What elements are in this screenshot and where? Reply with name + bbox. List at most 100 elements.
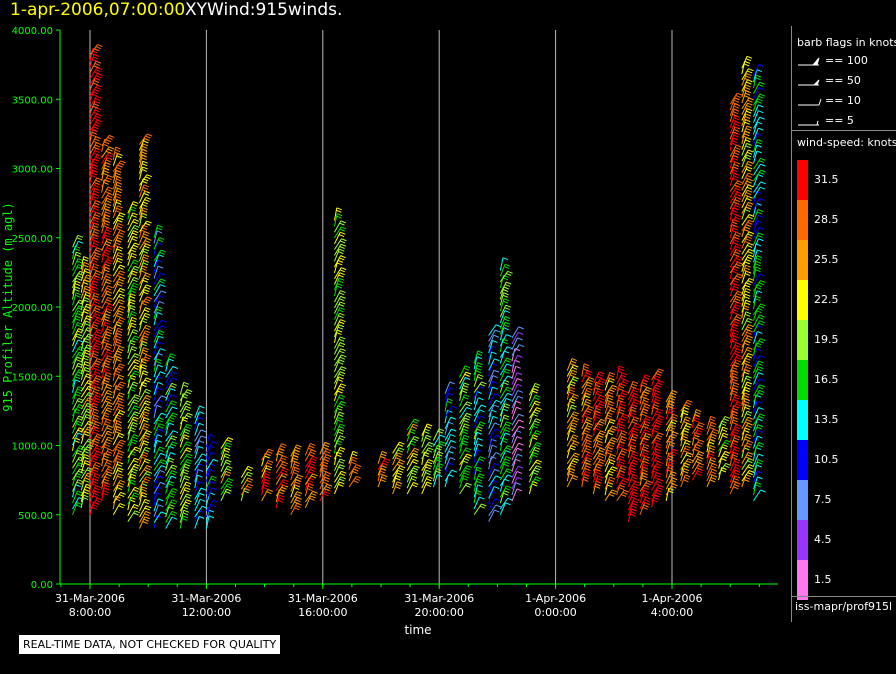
wind-barb bbox=[220, 459, 232, 473]
barb-flag bbox=[426, 481, 433, 485]
barb-shaft bbox=[205, 504, 212, 518]
barb-flag bbox=[396, 481, 403, 485]
barb-flag bbox=[78, 386, 84, 390]
wind-barb bbox=[80, 274, 92, 287]
barb-flag bbox=[535, 400, 541, 404]
barb-flag bbox=[131, 439, 138, 443]
barb-flag bbox=[91, 163, 97, 167]
barb-flag bbox=[619, 440, 625, 444]
wind-barb bbox=[139, 446, 151, 460]
barb-flag bbox=[517, 453, 523, 457]
wind-barb bbox=[112, 239, 121, 254]
wind-barb bbox=[165, 452, 176, 465]
barb-flag bbox=[463, 396, 469, 400]
barb-shaft bbox=[729, 470, 736, 483]
barb-shaft bbox=[473, 356, 478, 370]
barb-shaft bbox=[89, 124, 95, 137]
barb-flag bbox=[722, 435, 728, 438]
wind-barb bbox=[153, 465, 167, 477]
barb-flag bbox=[116, 358, 122, 362]
wind-barb bbox=[153, 306, 163, 320]
barb-flag bbox=[245, 487, 251, 491]
wind-barb bbox=[179, 441, 192, 454]
barb-flag bbox=[268, 448, 274, 452]
wind-barb bbox=[511, 344, 525, 356]
barb-shaft bbox=[80, 454, 85, 468]
wind-barb bbox=[127, 299, 136, 313]
barb-flag bbox=[383, 460, 389, 464]
barb-shaft bbox=[473, 449, 478, 463]
barb-flag bbox=[156, 242, 163, 245]
wind-barb bbox=[616, 365, 625, 379]
barb-flag bbox=[396, 463, 403, 467]
barb-flag bbox=[185, 405, 192, 409]
barb-flag bbox=[712, 431, 718, 435]
barb-flag bbox=[75, 292, 82, 296]
barb-flag bbox=[142, 201, 149, 205]
barb-flag bbox=[132, 421, 138, 425]
barb-flag bbox=[732, 407, 739, 411]
barb-flag bbox=[462, 437, 469, 441]
barb-flag bbox=[160, 249, 167, 253]
barb-flag bbox=[697, 424, 704, 428]
wind-barb bbox=[179, 481, 192, 494]
barb-flag bbox=[618, 388, 624, 392]
wind-barb bbox=[153, 348, 166, 361]
wind-barb bbox=[488, 434, 501, 447]
wind-barb bbox=[473, 385, 485, 399]
wind-barb bbox=[112, 212, 126, 225]
barb-shaft bbox=[179, 453, 188, 465]
barb-flag bbox=[142, 250, 149, 254]
barb-flag bbox=[699, 422, 705, 426]
barb-flag bbox=[115, 495, 121, 499]
wind-barb bbox=[153, 404, 162, 419]
barb-shaft bbox=[89, 48, 94, 62]
barb-flag bbox=[505, 368, 511, 372]
wind-barb bbox=[179, 381, 189, 395]
barb-flag bbox=[687, 399, 693, 403]
wind-barb bbox=[72, 234, 84, 248]
barb-flag bbox=[94, 77, 100, 81]
wind-barb bbox=[333, 371, 346, 384]
barb-shaft bbox=[333, 429, 340, 442]
wind-barb bbox=[499, 357, 512, 370]
wind-barb bbox=[488, 334, 500, 348]
barb-flag bbox=[631, 392, 637, 395]
barb-flag bbox=[569, 389, 575, 393]
barb-flag bbox=[448, 392, 454, 396]
barb-flag bbox=[106, 247, 112, 250]
wind-barb bbox=[101, 441, 111, 455]
barb-flag bbox=[227, 465, 233, 469]
wind-barb bbox=[80, 256, 89, 270]
barb-flag bbox=[506, 357, 512, 361]
barb-flag bbox=[534, 402, 540, 406]
wind-barb bbox=[112, 363, 125, 376]
barb-flag bbox=[619, 405, 625, 409]
barb-flag bbox=[667, 469, 673, 473]
barb-flag bbox=[77, 339, 84, 343]
barb-flag bbox=[504, 310, 510, 314]
barb-flag bbox=[185, 501, 191, 505]
barb-flag bbox=[144, 434, 150, 438]
wind-barb bbox=[153, 498, 164, 512]
barb-shaft bbox=[651, 465, 655, 479]
barb-flag bbox=[117, 257, 123, 261]
barb-flag bbox=[130, 473, 137, 477]
wind-barb bbox=[205, 445, 215, 459]
wind-barb bbox=[459, 412, 472, 425]
barb-flag bbox=[517, 378, 523, 381]
wind-barb bbox=[348, 475, 362, 488]
wind-barb bbox=[511, 400, 522, 414]
barb-flag bbox=[568, 473, 575, 477]
barb-flag bbox=[584, 392, 591, 396]
barb-flag bbox=[282, 469, 288, 473]
barb-flag bbox=[225, 461, 231, 465]
barb-flag bbox=[161, 319, 167, 323]
barb-flag bbox=[426, 434, 432, 438]
barb-shaft bbox=[290, 497, 298, 510]
wind-barb bbox=[153, 272, 166, 285]
barb-flag bbox=[103, 318, 110, 322]
barb-flag bbox=[724, 415, 731, 419]
barb-flag bbox=[144, 222, 151, 226]
barb-flag bbox=[381, 476, 387, 480]
